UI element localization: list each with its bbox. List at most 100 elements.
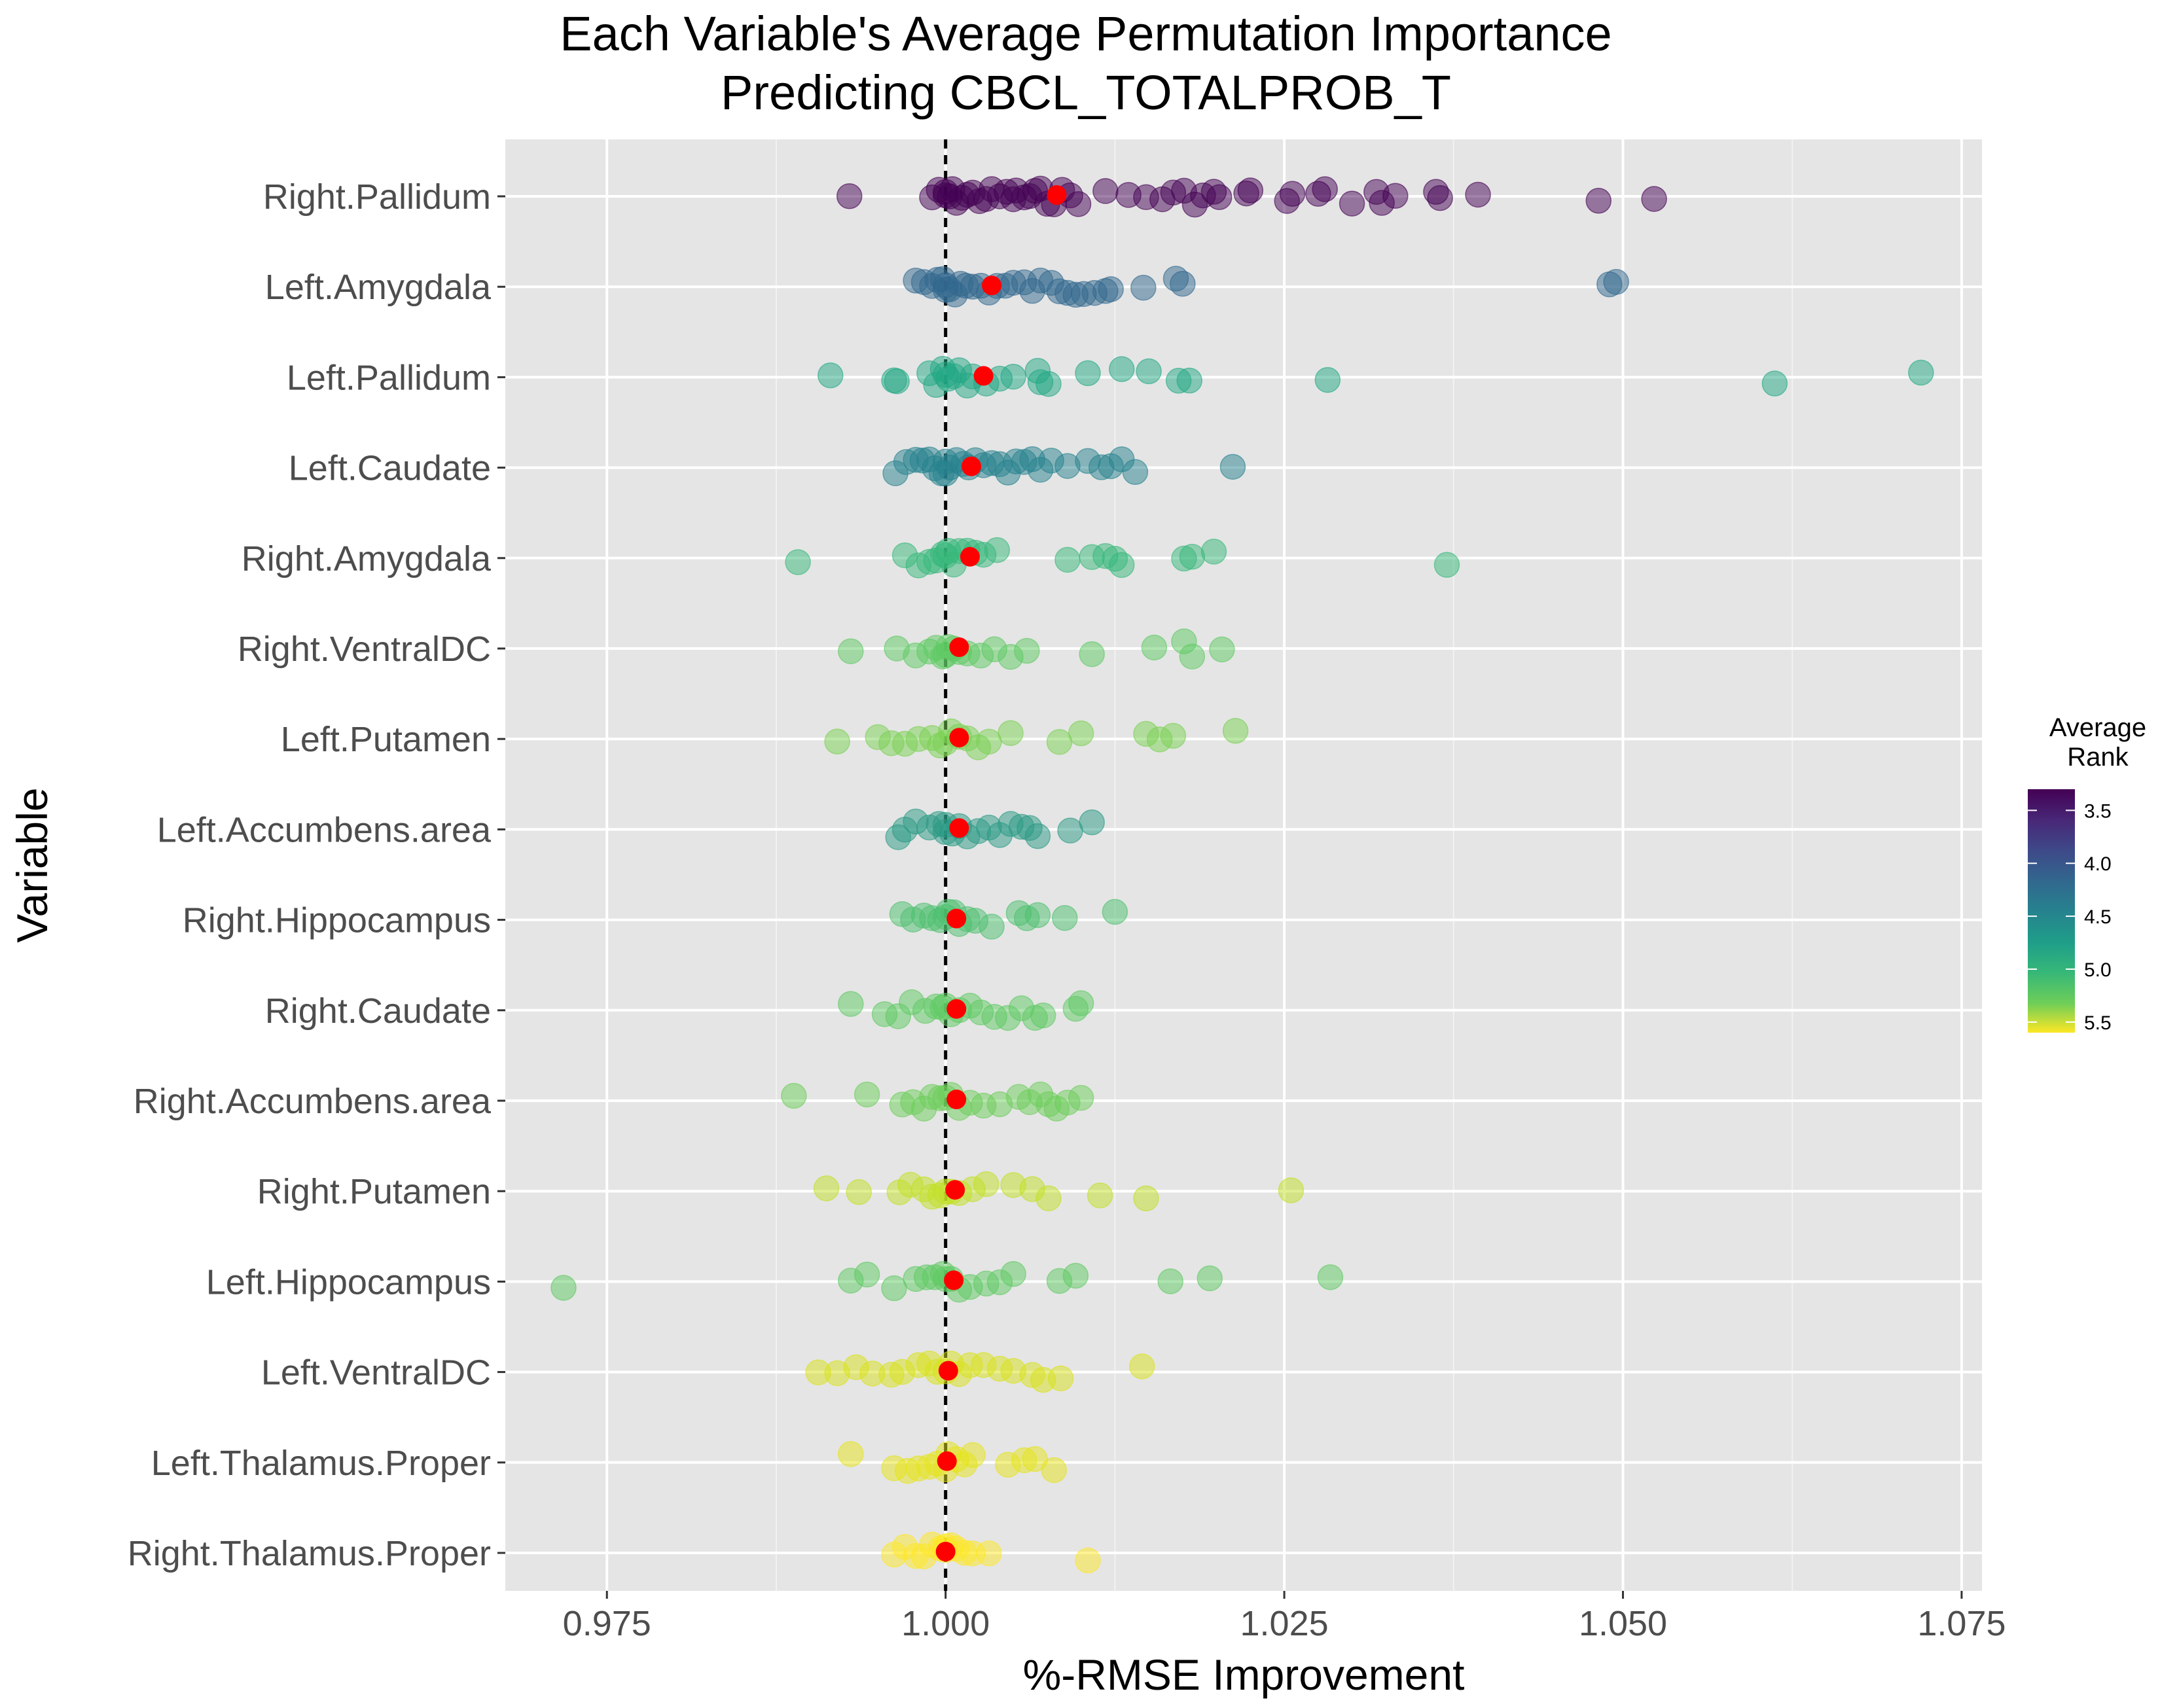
mean-point [949, 637, 969, 657]
data-point [1200, 539, 1227, 565]
legend-tick-label: 5.0 [2084, 959, 2112, 981]
chart-title: Each Variable's Average Permutation Impo… [560, 7, 1611, 61]
data-point [1030, 1002, 1056, 1029]
data-point [1237, 177, 1264, 204]
data-point [1179, 544, 1206, 570]
data-point [1024, 902, 1051, 929]
legend-tick-label: 4.0 [2084, 853, 2112, 875]
y-tick-label: Right.Accumbens.area [134, 1082, 492, 1121]
data-point [1052, 904, 1078, 931]
y-tick-label: Right.Putamen [257, 1172, 491, 1211]
y-tick-label: Left.Caudate [289, 449, 491, 488]
data-point [1054, 546, 1081, 573]
data-point [1206, 184, 1233, 210]
plot-panel [505, 139, 1982, 1591]
data-point [1312, 176, 1338, 202]
data-point [1314, 366, 1341, 393]
legend-title-line2: Rank [2067, 743, 2129, 772]
y-tick-label: Left.Amygdala [265, 268, 492, 307]
data-point [1585, 187, 1612, 214]
y-tick-label: Right.VentralDC [238, 630, 491, 669]
legend-title-line1: Average [2049, 713, 2146, 742]
y-tick-label: Right.Thalamus.Proper [128, 1534, 491, 1573]
data-point [824, 728, 850, 755]
x-tick-label: 0.975 [563, 1604, 651, 1643]
data-point [1087, 1183, 1113, 1209]
y-tick-label: Left.VentralDC [261, 1353, 491, 1393]
mean-point [949, 728, 969, 748]
data-point [1908, 359, 1934, 386]
y-tick-label: Left.Pallidum [287, 358, 491, 397]
data-point [1047, 1365, 1074, 1392]
data-point [1075, 360, 1101, 387]
data-point [1092, 178, 1119, 204]
data-point [1317, 1264, 1344, 1290]
x-tick-label: 1.000 [901, 1604, 990, 1643]
data-point [838, 991, 864, 1017]
data-point [884, 368, 910, 395]
legend-ticks: 3.5 4.0 4.5 5.0 5.5 [2028, 800, 2112, 1034]
data-point [1433, 552, 1460, 578]
data-point [960, 1442, 986, 1468]
data-point [836, 183, 863, 209]
mean-point [938, 1361, 958, 1381]
y-tick-label: Right.Amygdala [242, 539, 492, 578]
data-point [781, 1082, 807, 1109]
data-point [1122, 459, 1149, 486]
data-point [1603, 269, 1629, 295]
y-axis-title: Variable [8, 787, 56, 942]
legend-tick-label: 4.5 [2084, 906, 2112, 928]
data-point [817, 362, 844, 389]
data-point [1222, 718, 1249, 744]
data-point [1041, 1457, 1067, 1484]
points-layer [550, 175, 1934, 1574]
data-point [1035, 1185, 1062, 1211]
means-layer [935, 185, 1067, 1561]
data-point [838, 1441, 864, 1467]
data-point [1075, 1547, 1101, 1574]
mean-point [946, 1090, 967, 1109]
data-point [976, 1540, 1002, 1567]
legend-colorbar [2028, 789, 2075, 1033]
data-point [1035, 370, 1062, 397]
data-point [1000, 363, 1026, 390]
data-point [976, 728, 1002, 755]
data-point [1209, 636, 1235, 663]
data-point [998, 720, 1024, 746]
x-tick-label: 1.075 [1917, 1604, 2006, 1643]
chart-subtitle: Predicting CBCL_TOTALPROB_T [721, 65, 1451, 120]
data-point [1197, 1265, 1223, 1292]
data-point [1079, 641, 1105, 667]
data-point [846, 1179, 872, 1205]
x-tick-label: 1.025 [1240, 1604, 1329, 1643]
y-tick-labels: Right.Pallidum Left.Amygdala Left.Pallidum… [128, 177, 505, 1573]
data-point [1046, 729, 1073, 755]
x-tick-labels: 0.975 1.000 1.025 1.050 1.075 [563, 1591, 2006, 1643]
mean-point [937, 1451, 957, 1471]
data-point [1068, 720, 1094, 747]
mean-point [949, 818, 969, 838]
y-tick-label: Right.Hippocampus [183, 901, 491, 940]
color-legend: Average Rank 3.5 4.0 4.5 5.0 5.5 [2028, 713, 2146, 1034]
data-point [1024, 823, 1051, 849]
legend-tick-label: 3.5 [2084, 800, 2112, 822]
data-point [1068, 1084, 1094, 1111]
data-point [1279, 181, 1306, 207]
data-point [1136, 358, 1162, 385]
data-point [550, 1275, 577, 1301]
y-tick-label: Left.Thalamus.Proper [151, 1444, 491, 1483]
mean-point [946, 999, 967, 1019]
data-point [1278, 1177, 1305, 1203]
data-point [854, 1261, 880, 1288]
data-point [1098, 276, 1124, 302]
x-axis-title: %-RMSE Improvement [1023, 1650, 1465, 1699]
data-point [838, 638, 864, 664]
y-tick-label: Left.Hippocampus [206, 1262, 491, 1302]
mean-point [946, 908, 967, 929]
data-point [1079, 809, 1105, 836]
data-point [984, 537, 1011, 563]
data-point [813, 1175, 840, 1201]
data-point [1382, 183, 1409, 209]
data-point [785, 549, 811, 575]
